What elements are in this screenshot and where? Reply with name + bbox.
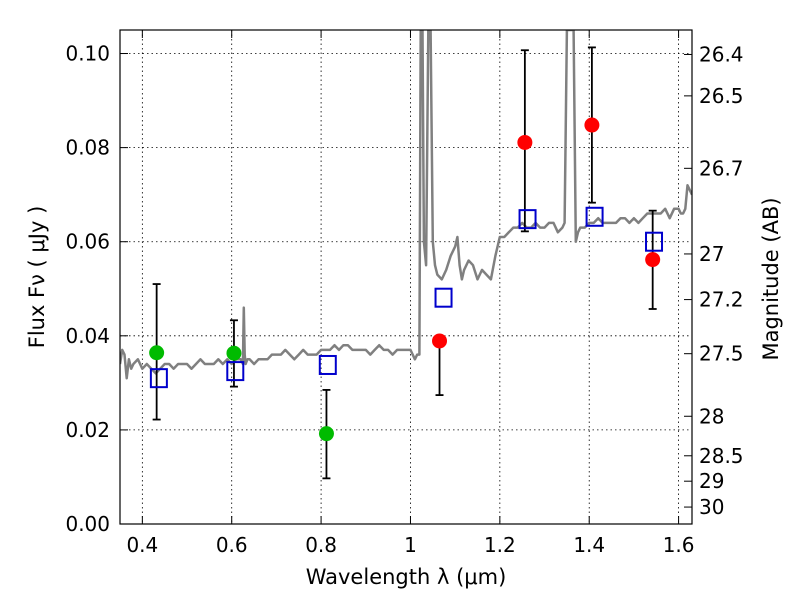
y-tick-label: 0.06 bbox=[65, 230, 110, 254]
model-square bbox=[318, 354, 337, 375]
x-tick-label: 1.6 bbox=[663, 533, 695, 557]
y-tick-label: 0.08 bbox=[65, 136, 110, 160]
spectrum-line bbox=[120, 30, 692, 380]
y2-tick-label: 27.5 bbox=[699, 342, 744, 366]
y2-axis-label: Magnitude (AB) bbox=[759, 197, 783, 360]
y-tick-label: 0.02 bbox=[65, 418, 110, 442]
red-point bbox=[517, 134, 533, 150]
spectrum-layer bbox=[120, 30, 692, 380]
y-tick-label: 0.00 bbox=[65, 512, 110, 536]
y2-tick-label: 29 bbox=[699, 469, 724, 493]
data-marks bbox=[149, 46, 664, 480]
model-square bbox=[149, 368, 168, 389]
model-square bbox=[518, 209, 537, 230]
x-tick-label: 1 bbox=[404, 533, 417, 557]
x-axis-label: Wavelength λ (μm) bbox=[306, 565, 507, 589]
red-point bbox=[432, 333, 448, 349]
green-point bbox=[226, 345, 242, 361]
x-tick-label: 0.6 bbox=[216, 533, 248, 557]
model-square bbox=[645, 231, 664, 252]
plot-frame bbox=[119, 29, 693, 525]
y2-tick-label: 26.7 bbox=[699, 156, 744, 180]
y-axis-label: Flux Fν ( μJy ) bbox=[25, 206, 49, 349]
y-tick-label: 0.04 bbox=[65, 324, 110, 348]
y2-tick-label: 30 bbox=[699, 495, 724, 519]
x-tick-label: 0.4 bbox=[126, 533, 158, 557]
y-tick-label: 0.10 bbox=[65, 42, 110, 66]
model-square bbox=[226, 361, 245, 382]
y2-tick-label: 28.5 bbox=[699, 444, 744, 468]
green-point bbox=[318, 426, 334, 442]
x-tick-label: 1.4 bbox=[573, 533, 605, 557]
model-square bbox=[434, 287, 453, 308]
red-point bbox=[584, 117, 600, 133]
model-square bbox=[585, 206, 604, 227]
y2-tick-label: 26.4 bbox=[699, 42, 744, 66]
y-ticks: 0.00 0.02 0.04 0.06 0.08 0.10 bbox=[65, 42, 128, 536]
y2-tick-label: 28 bbox=[699, 404, 724, 428]
green-point bbox=[149, 345, 165, 361]
y2-tick-label: 27 bbox=[699, 242, 724, 266]
x-tick-label: 1.2 bbox=[484, 533, 516, 557]
red-point bbox=[645, 252, 661, 268]
y2-tick-label: 27.2 bbox=[699, 288, 744, 312]
y2-tick-label: 26.5 bbox=[699, 84, 744, 108]
x-ticks: 0.4 0.6 0.8 1 1.2 1.4 1.6 bbox=[126, 30, 695, 557]
x-tick-label: 0.8 bbox=[305, 533, 337, 557]
